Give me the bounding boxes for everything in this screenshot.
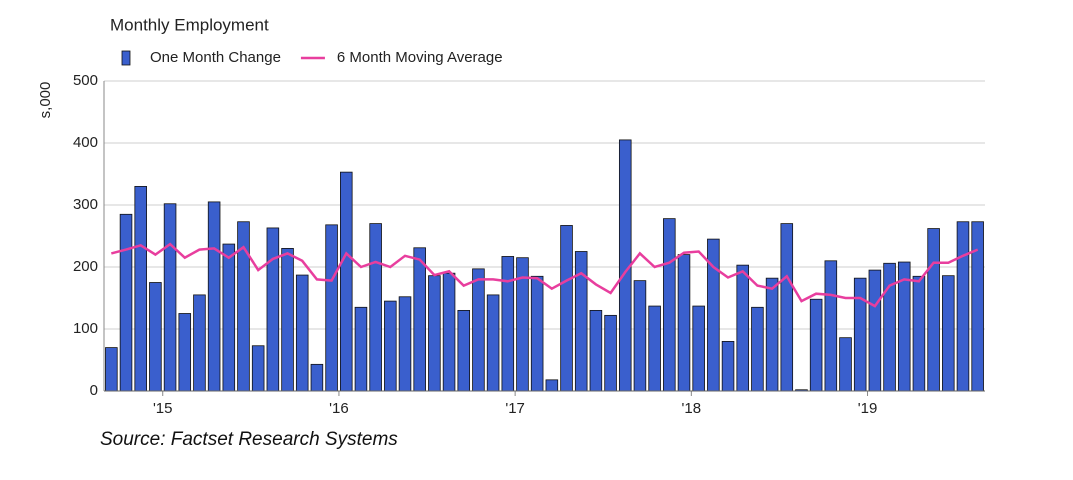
- bar: [765, 277, 779, 392]
- bar: [677, 254, 691, 392]
- bar: [736, 264, 749, 392]
- x-tick-label: '17: [505, 400, 525, 417]
- bar: [663, 218, 676, 392]
- bar: [119, 213, 133, 392]
- bar: [207, 201, 221, 392]
- bar: [354, 306, 368, 392]
- bar: [134, 185, 147, 392]
- x-tick-label: '15: [153, 400, 173, 417]
- bar: [486, 294, 500, 392]
- y-tick-label: 500: [73, 72, 98, 89]
- bar: [956, 221, 970, 392]
- bar: [340, 171, 353, 392]
- bar: [472, 268, 485, 392]
- y-axis-label: s,000: [37, 82, 54, 119]
- bar: [178, 313, 192, 392]
- bar: [222, 243, 236, 392]
- bar: [824, 260, 838, 392]
- bar: [428, 275, 441, 392]
- legend-swatch: [121, 50, 131, 66]
- bar: [545, 379, 559, 392]
- y-tick-label: 300: [73, 196, 98, 213]
- source-note: Source: Factset Research Systems: [100, 429, 398, 450]
- bar: [501, 256, 515, 392]
- bar: [942, 275, 955, 392]
- x-tick-label: '16: [329, 400, 349, 417]
- bar: [281, 247, 294, 392]
- bar: [912, 275, 926, 392]
- bar: [751, 306, 764, 392]
- bar: [530, 275, 544, 392]
- bar: [633, 280, 647, 392]
- bar: [457, 309, 471, 392]
- bar: [648, 305, 661, 392]
- bar: [163, 203, 177, 392]
- bar: [971, 221, 984, 392]
- bar: [369, 223, 382, 392]
- bar: [266, 227, 280, 392]
- legend-label: One Month Change: [150, 49, 281, 66]
- bar: [251, 345, 265, 392]
- bar: [149, 282, 162, 392]
- bar: [721, 340, 735, 392]
- legend-label: 6 Month Moving Average: [337, 49, 503, 66]
- bar: [604, 314, 617, 392]
- bar: [325, 224, 338, 392]
- bar: [692, 305, 705, 392]
- bar: [442, 272, 456, 392]
- bar: [398, 296, 412, 392]
- chart-title: Monthly Employment: [110, 15, 269, 34]
- x-tick-label: '19: [858, 400, 878, 417]
- bar: [853, 277, 867, 392]
- x-tick-label: '18: [682, 400, 702, 417]
- bar: [295, 274, 309, 392]
- bar: [413, 247, 426, 392]
- y-tick-label: 400: [73, 134, 98, 151]
- y-tick-label: 100: [73, 320, 98, 337]
- bar: [105, 347, 118, 392]
- y-tick-label: 200: [73, 258, 98, 275]
- moving-average-line: [110, 242, 979, 308]
- bar: [868, 269, 882, 392]
- bar: [560, 225, 573, 392]
- bar: [883, 262, 896, 392]
- bar: [780, 223, 794, 392]
- bar: [839, 337, 852, 392]
- bar: [927, 228, 940, 392]
- bar: [193, 294, 206, 392]
- bar: [809, 298, 823, 392]
- bar: [310, 363, 324, 392]
- bar: [384, 300, 397, 392]
- y-tick-label: 0: [90, 382, 98, 399]
- bar: [589, 309, 603, 392]
